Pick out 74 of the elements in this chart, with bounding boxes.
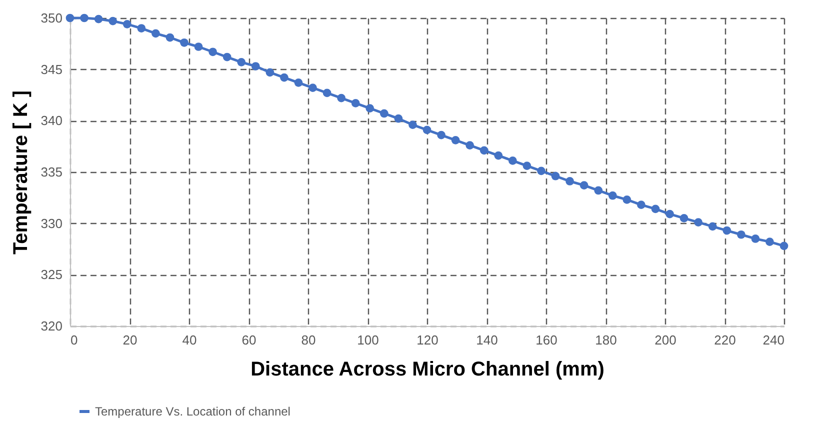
x-tick-label: 100 <box>357 332 379 348</box>
point <box>194 42 203 51</box>
point <box>366 104 374 113</box>
y-tick-label: 320 <box>40 318 62 334</box>
point <box>551 172 560 180</box>
point <box>151 29 160 38</box>
point <box>751 234 760 243</box>
point <box>608 191 617 200</box>
point <box>437 130 446 140</box>
point <box>408 120 417 129</box>
x-tick-label: 120 <box>416 332 438 348</box>
point <box>94 14 103 24</box>
y-tick-label: 335 <box>40 164 62 180</box>
point <box>294 78 303 87</box>
point <box>180 38 188 47</box>
point <box>451 136 460 144</box>
point <box>122 20 132 28</box>
y-axis-title: Temperature [ K ] <box>10 90 32 255</box>
point <box>322 88 332 98</box>
point <box>380 109 388 118</box>
point <box>137 24 146 32</box>
x-tick-label: 160 <box>536 332 558 348</box>
y-tick-label: 325 <box>40 267 62 282</box>
point <box>580 181 588 190</box>
legend-label: Temperature Vs. Location of channel <box>95 404 290 418</box>
point <box>251 62 260 70</box>
point <box>422 126 432 134</box>
point <box>566 177 574 186</box>
x-tick-label: 140 <box>476 332 498 348</box>
point <box>722 226 732 235</box>
point <box>637 200 646 210</box>
point <box>166 33 174 42</box>
point <box>266 68 274 77</box>
point <box>66 14 74 22</box>
point <box>351 99 360 108</box>
x-tick-label: 220 <box>714 332 736 348</box>
x-tick-label: 200 <box>654 332 676 348</box>
point <box>708 222 717 231</box>
point <box>622 196 632 204</box>
point <box>694 218 703 226</box>
y-tick-label: 340 <box>40 113 62 128</box>
point <box>680 214 688 222</box>
point <box>280 73 288 82</box>
point <box>80 14 88 22</box>
x-tick-label: 40 <box>182 332 197 348</box>
point <box>237 58 246 66</box>
point <box>594 186 603 195</box>
point <box>394 114 403 123</box>
point <box>522 162 532 170</box>
x-tick-label: 60 <box>242 332 256 348</box>
y-tick-label: 330 <box>40 216 62 231</box>
x-tick-label: 180 <box>595 332 617 348</box>
x-axis-title: Distance Across Micro Channel (mm) <box>250 358 604 380</box>
point <box>222 52 232 62</box>
y-tick-label: 345 <box>40 62 62 77</box>
x-tick-label: 0 <box>70 332 78 348</box>
point <box>780 242 788 250</box>
point <box>108 16 118 26</box>
x-tick-label: 240 <box>762 332 784 348</box>
point <box>308 84 317 92</box>
point <box>651 204 660 214</box>
point <box>537 166 546 176</box>
x-tick-label: 80 <box>301 332 316 348</box>
point <box>736 230 746 239</box>
point <box>466 141 474 150</box>
point <box>494 151 503 160</box>
point <box>337 94 346 102</box>
point <box>766 238 774 246</box>
x-tick-label: 20 <box>122 332 138 348</box>
point <box>508 156 517 165</box>
point <box>666 210 674 218</box>
point <box>480 146 488 155</box>
y-tick-label: 350 <box>40 10 62 26</box>
point <box>208 48 217 56</box>
